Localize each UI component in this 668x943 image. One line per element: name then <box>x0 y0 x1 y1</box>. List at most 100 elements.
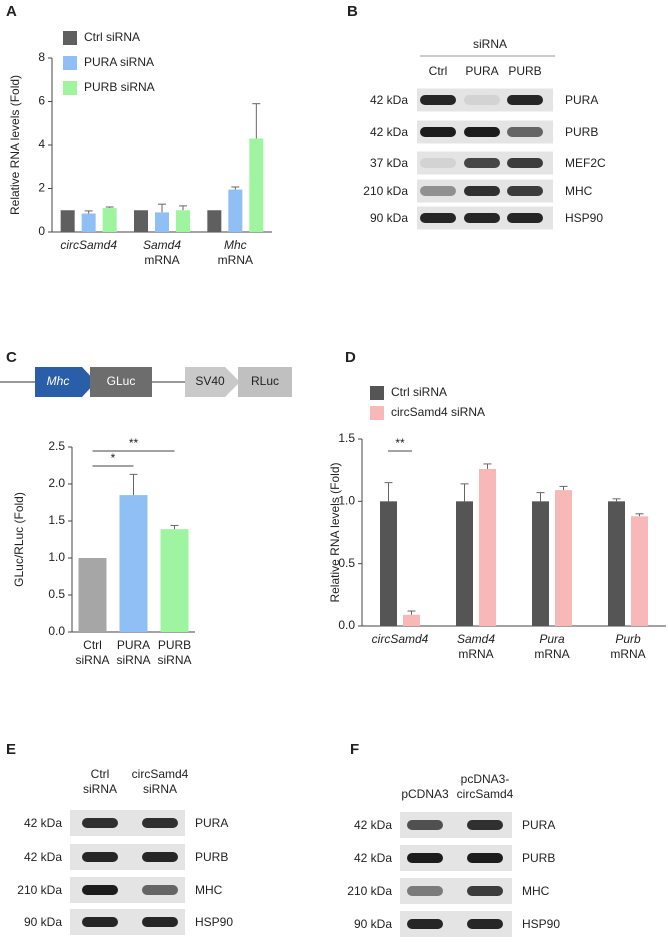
molecular-weight: 42 kDa <box>354 851 392 865</box>
error-bar <box>105 206 114 209</box>
y-tick-label: 0.0 <box>48 624 65 638</box>
x-tick-label: Samd4 <box>143 238 181 252</box>
promoter-arrow <box>35 367 96 397</box>
y-tick-label: 1.5 <box>338 431 355 445</box>
panel-label: E <box>6 741 16 758</box>
protein-label: MHC <box>565 184 593 198</box>
y-tick-label: 2.5 <box>48 439 65 453</box>
blot-band <box>82 852 118 862</box>
molecular-weight: 90 kDa <box>24 915 62 929</box>
lane-label: Ctrl <box>91 767 110 781</box>
control-reporter-box <box>238 367 292 397</box>
significance-label: ** <box>395 436 405 450</box>
lane-label: PURB <box>508 64 541 78</box>
error-bar <box>252 103 261 139</box>
legend-label: PURA siRNA <box>84 55 154 69</box>
legend-swatch <box>63 56 77 70</box>
blot-band <box>507 95 543 105</box>
protein-label: PURB <box>195 850 228 864</box>
legend-swatch <box>370 406 384 420</box>
molecular-weight: 42 kDa <box>354 818 392 832</box>
blot-band <box>464 95 500 105</box>
blot-band <box>464 158 500 168</box>
blot-band <box>407 886 443 896</box>
bar <box>78 558 107 632</box>
lane-label: pcDNA3- <box>461 772 510 786</box>
blot-band <box>142 917 178 927</box>
legend-swatch <box>63 31 77 45</box>
lane-label: PURA <box>465 64 498 78</box>
legend-label: Ctrl siRNA <box>84 30 140 44</box>
blot-band <box>407 919 443 929</box>
control-reporter-label: RLuc <box>251 374 279 388</box>
y-tick-label: 0 <box>38 224 45 238</box>
blot-band <box>464 213 500 223</box>
x-tick-label: Purb <box>615 632 641 646</box>
x-tick-label: Ctrl <box>83 638 102 652</box>
blot-band <box>507 186 543 196</box>
molecular-weight: 42 kDa <box>370 125 408 139</box>
lane-label: siRNA <box>83 782 117 796</box>
x-tick-label: circSamd4 <box>372 632 429 646</box>
error-bar <box>536 492 545 502</box>
error-bar <box>231 186 240 190</box>
legend-label: Ctrl siRNA <box>391 385 447 399</box>
panel-label: F <box>350 741 359 758</box>
y-axis-label: Relative RNA levels (Fold) <box>8 75 22 215</box>
legend-swatch <box>63 81 77 95</box>
y-axis-label: GLuc/RLuc (Fold) <box>12 492 26 587</box>
y-tick-label: 2.0 <box>48 476 65 490</box>
blot-band <box>142 852 178 862</box>
protein-label: MHC <box>522 884 550 898</box>
molecular-weight: 42 kDa <box>370 93 408 107</box>
blot-band <box>420 186 456 196</box>
error-bar <box>170 524 179 530</box>
x-tick-label: siRNA <box>75 653 109 667</box>
blot-header: siRNA <box>473 37 507 51</box>
x-tick-label: mRNA <box>534 647 569 661</box>
x-tick-label: Samd4 <box>457 632 495 646</box>
error-bar <box>635 513 644 517</box>
protein-label: MHC <box>195 883 223 897</box>
error-bar <box>129 473 138 496</box>
blot-band <box>464 186 500 196</box>
blot-band <box>507 158 543 168</box>
significance-label: * <box>111 451 116 465</box>
blot-strip <box>417 88 553 112</box>
bar <box>555 490 572 626</box>
x-tick-label: siRNA <box>116 653 150 667</box>
bar <box>176 210 190 232</box>
protein-label: HSP90 <box>565 211 603 225</box>
error-bar <box>158 203 166 213</box>
molecular-weight: 42 kDa <box>24 850 62 864</box>
y-axis-label: Relative RNA levels (Fold) <box>328 462 342 602</box>
bar <box>81 213 96 232</box>
bar <box>160 529 189 632</box>
protein-label: PURB <box>565 125 598 139</box>
panel-label: A <box>6 3 17 20</box>
legend-swatch <box>370 386 384 400</box>
x-tick-label: Mhc <box>224 238 247 252</box>
lane-label: Ctrl <box>429 64 448 78</box>
x-tick-label: mRNA <box>218 253 253 267</box>
y-tick-label: 1.0 <box>48 550 65 564</box>
error-bar <box>612 498 621 502</box>
protein-label: PURA <box>522 818 555 832</box>
y-tick-label: 0.5 <box>48 587 65 601</box>
bar <box>532 501 549 626</box>
blot-band <box>467 820 503 830</box>
blot-band <box>467 919 503 929</box>
y-tick-label: 6 <box>38 94 45 108</box>
protein-label: PURA <box>565 93 598 107</box>
bar <box>119 495 148 632</box>
bar <box>403 614 420 626</box>
bar <box>102 208 117 232</box>
x-tick-label: circSamd4 <box>60 238 117 252</box>
promoter-label: Mhc <box>47 374 70 388</box>
blot-band <box>467 853 503 863</box>
bar <box>134 210 148 232</box>
error-bar <box>407 610 416 615</box>
bar <box>380 501 397 626</box>
lane-label: siRNA <box>143 782 177 796</box>
